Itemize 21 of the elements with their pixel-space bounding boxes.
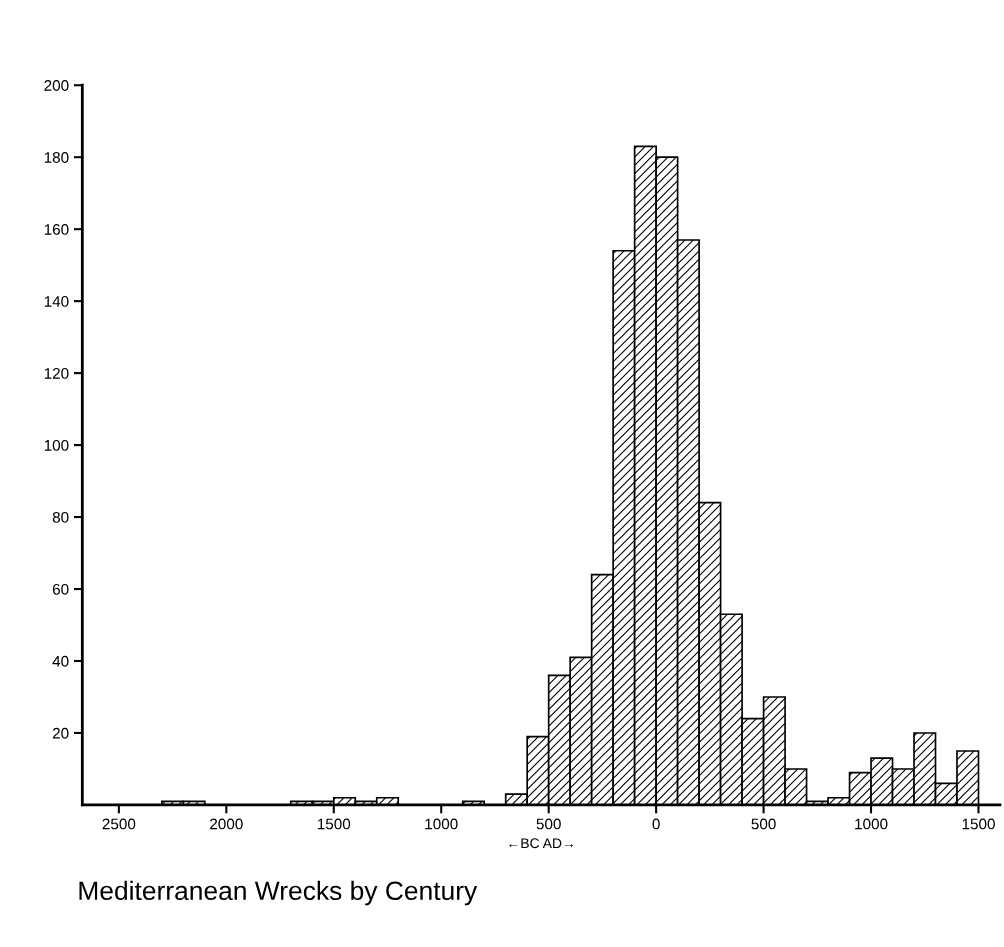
x-tick-label: 2500 (102, 818, 136, 830)
x-tick-label: 1000 (855, 818, 888, 830)
y-tick-label: 180 (44, 152, 69, 163)
y-tick-label: 100 (44, 439, 69, 451)
x-tick-label: 1500 (317, 818, 351, 830)
y-tick-label: 140 (44, 296, 69, 307)
x-tick-label: 500 (536, 818, 561, 830)
x-tick-label: 2000 (210, 818, 243, 830)
x-tick-label: 1000 (425, 818, 458, 830)
x-tick-label: 500 (751, 818, 776, 830)
y-tick-label: 40 (52, 655, 69, 667)
y-tick-label: 200 (44, 80, 69, 91)
x-tick-label: 0 (652, 818, 660, 830)
y-tick-label: 160 (44, 224, 69, 235)
y-tick-label: 120 (44, 367, 69, 379)
text: Mediterranean Wrecks by Century (79, 880, 478, 906)
y-tick-label: 80 (52, 511, 69, 523)
y-tick-label: 60 (52, 583, 69, 595)
y-tick-label: 20 (52, 727, 69, 739)
x-tick-label: 1500 (962, 818, 995, 830)
x-axis-title: ←BC AD→ (509, 838, 574, 849)
